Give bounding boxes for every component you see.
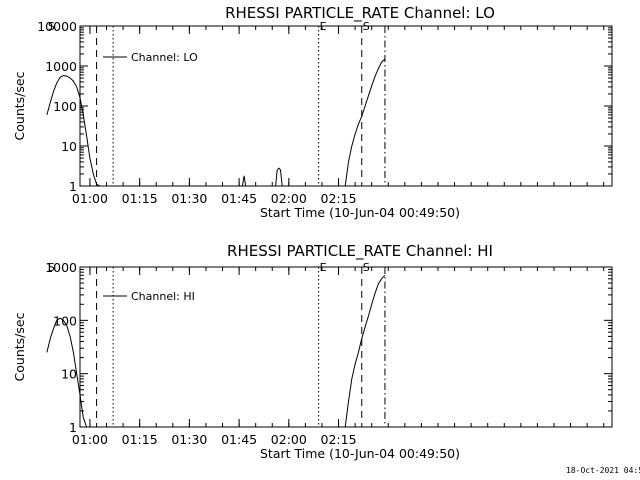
chart-title: RHESSI PARTICLE_RATE Channel: LO [225, 4, 495, 23]
chart-title: RHESSI PARTICLE_RATE Channel: HI [227, 242, 493, 261]
plot-frame [79, 266, 613, 428]
x-tick-label: 01:45 [221, 191, 257, 206]
x-tick-label: 01:15 [122, 191, 158, 206]
marker-label: E [320, 261, 327, 274]
y-tick-label: 10 [61, 139, 77, 154]
series-line-segment-1 [46, 74, 101, 187]
legend-label: Channel: LO [131, 51, 198, 64]
y-tick-label: 1 [69, 420, 77, 435]
series-line-segment-4 [344, 58, 386, 187]
y-tick-label: 100 [53, 313, 77, 328]
x-axis-label: Start Time (10-Jun-04 00:49:50) [260, 446, 460, 461]
marker-label: S [48, 20, 55, 33]
marker-label: E [320, 20, 327, 33]
chart-panel-1: RHESSI PARTICLE_RATE Channel: LO Counts/s… [12, 4, 613, 220]
marker-label: S [363, 261, 370, 274]
x-tick-label: 01:00 [72, 191, 108, 206]
series-line-segment-2 [344, 274, 386, 428]
x-tick-label: 01:00 [72, 432, 108, 447]
legend-label: Channel: HI [131, 290, 195, 303]
marker-label: S [48, 261, 55, 274]
y-tick-label: 10 [61, 367, 77, 382]
y-axis-label: Counts/sec [12, 71, 27, 140]
series-line-segment-2 [241, 175, 247, 187]
x-axis-label: Start Time (10-Jun-04 00:49:50) [260, 205, 460, 220]
x-tick-label: 01:45 [221, 432, 257, 447]
marker-label: S [363, 20, 370, 33]
x-tick-label: 02:15 [321, 432, 357, 447]
y-axis-label: Counts/sec [12, 312, 27, 381]
series-line-segment-1 [46, 317, 88, 428]
x-tick-label: 02:00 [271, 191, 307, 206]
x-tick-label: 01:30 [171, 191, 207, 206]
timestamp-stamp: 18-Oct-2021 04:50 [566, 466, 640, 475]
y-tick-label: 100 [53, 99, 77, 114]
x-tick-label: 01:15 [122, 432, 158, 447]
x-tick-label: 01:30 [171, 432, 207, 447]
x-tick-label: 02:15 [321, 191, 357, 206]
x-tick-label: 02:00 [271, 432, 307, 447]
y-tick-label: 10000 [37, 19, 77, 34]
y-tick-label: 1000 [45, 59, 77, 74]
chart-panel-2: RHESSI PARTICLE_RATE Channel: HI Counts/s… [12, 242, 613, 461]
series-line-segment-3 [275, 167, 283, 187]
y-tick-label: 1 [69, 179, 77, 194]
plot-frame [79, 25, 613, 187]
y-tick-label: 1000 [45, 260, 77, 275]
